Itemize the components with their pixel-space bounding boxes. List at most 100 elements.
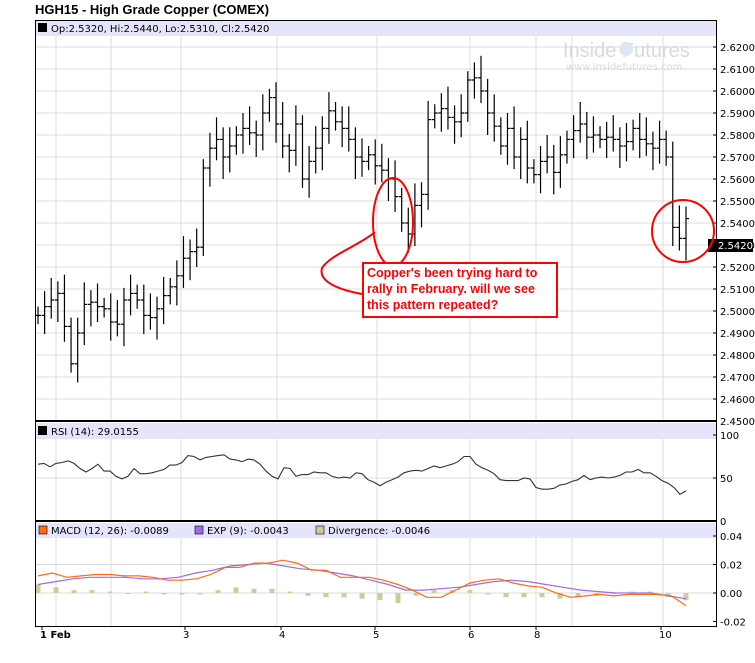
ohlc-bar xyxy=(332,102,339,131)
macd-panel: MACD (12, 26): -0.0089 EXP (9): -0.0043 … xyxy=(35,523,746,629)
divergence-bar xyxy=(161,593,167,595)
divergence-bar xyxy=(503,593,509,598)
price-tick-label: 2.5800 xyxy=(720,131,755,142)
x-tick-label: 1 Feb xyxy=(40,630,71,641)
price-tick-label: 2.6100 xyxy=(720,65,755,76)
ohlc-bar xyxy=(478,55,485,104)
ohlc-bar xyxy=(259,94,266,151)
ohlc-bar xyxy=(504,113,511,165)
price-legend: Op:2.5320, Hi:2.5440, Lo:2.5310, Cl:2.54… xyxy=(51,24,269,35)
ohlc-bar xyxy=(94,283,101,322)
ohlc-bar xyxy=(398,187,405,232)
ohlc-bar xyxy=(319,116,326,171)
price-tick-label: 2.5900 xyxy=(720,109,755,120)
divergence-bar xyxy=(251,588,257,593)
ohlc-bar xyxy=(610,115,617,152)
ohlc-bar xyxy=(497,117,504,155)
price-tick-label: 2.5700 xyxy=(720,153,755,164)
price-tick-label: 2.5600 xyxy=(720,175,755,186)
divergence-bar xyxy=(305,593,311,596)
ohlc-bar xyxy=(418,182,425,228)
ohlc-bar xyxy=(603,121,610,159)
macd-legend-swatch xyxy=(38,525,48,535)
price-tick-label: 2.6200 xyxy=(720,43,755,54)
divergence-bar xyxy=(377,593,383,601)
x-tick-label: 5 xyxy=(373,630,379,641)
last-price-tag: 2.5420 xyxy=(718,241,753,252)
divergence-bar xyxy=(485,593,491,595)
ohlc-bar xyxy=(623,122,630,162)
divergence-bar xyxy=(323,593,329,598)
price-legend-swatch xyxy=(38,23,47,32)
ohlc-bar xyxy=(583,111,590,160)
ohlc-bar xyxy=(312,126,319,174)
rsi-tick-label: 0 xyxy=(720,517,726,528)
divergence-bar xyxy=(683,593,689,601)
price-tick-label: 2.5500 xyxy=(720,197,755,208)
ohlc-bar xyxy=(378,143,385,183)
price-tick-label: 2.4500 xyxy=(720,417,755,428)
ohlc-bar xyxy=(359,138,365,177)
ohlc-bar xyxy=(431,104,438,129)
ohlc-bar xyxy=(630,119,637,151)
price-tick-label: 2.6000 xyxy=(720,87,755,98)
price-tick-label: 2.5200 xyxy=(720,263,755,274)
divergence-bar xyxy=(179,593,185,595)
rsi-legend-bar xyxy=(36,423,717,439)
ohlc-bar xyxy=(372,139,379,185)
ohlc-bar xyxy=(451,105,458,144)
ohlc-bar xyxy=(325,92,332,144)
rsi-legend-swatch xyxy=(38,426,47,435)
ohlc-bar xyxy=(54,281,61,322)
ohlc-bar xyxy=(511,106,518,170)
divergence-bar xyxy=(629,591,635,593)
ohlc-bar xyxy=(544,135,551,174)
divergence-bar xyxy=(413,593,419,596)
ohlc-bar xyxy=(537,146,544,194)
ohlc-bar xyxy=(187,239,194,281)
divergence-bar xyxy=(557,593,563,599)
ohlc-bar xyxy=(570,115,577,159)
divergence-bar xyxy=(539,593,545,598)
divergence-bar xyxy=(125,593,131,594)
ohlc-bar xyxy=(81,282,88,346)
ohlc-bar xyxy=(61,274,68,342)
price-tick-label: 2.4700 xyxy=(720,373,755,384)
x-tick-label: 6 xyxy=(468,630,474,641)
macd-legend: MACD (12, 26): -0.0089 xyxy=(51,526,169,537)
ohlc-bar xyxy=(425,100,432,210)
ohlc-bar xyxy=(306,146,313,198)
ohlc-bar xyxy=(286,133,293,173)
divergence-bar xyxy=(71,590,77,593)
x-tick-label: 10 xyxy=(659,630,672,641)
ohlc-bar xyxy=(663,130,670,166)
price-legend-bar xyxy=(36,20,717,36)
divergence-bar xyxy=(269,588,275,593)
ohlc-bar xyxy=(167,278,174,305)
annotation-note: Copper's been trying hard to rally in Fe… xyxy=(362,262,558,318)
ohlc-bar xyxy=(220,127,227,179)
ohlc-bar xyxy=(557,136,564,188)
ohlc-bar xyxy=(154,296,161,340)
ohlc-bar xyxy=(101,297,108,318)
ohlc-bar xyxy=(74,317,81,383)
ohlc-bar xyxy=(683,206,689,261)
ohlc-bar xyxy=(292,105,299,166)
divergence-bar xyxy=(233,587,239,593)
ohlc-bar xyxy=(405,207,412,253)
divergence-bar xyxy=(197,593,203,595)
ohlc-bar xyxy=(471,62,478,99)
ohlc-bar xyxy=(616,127,623,168)
ohlc-bar xyxy=(114,300,121,337)
divergence-bar xyxy=(341,593,347,598)
ohlc-bar xyxy=(180,236,187,288)
ohlc-bar xyxy=(491,94,498,142)
ohlc-bar xyxy=(464,71,471,122)
ohlc-bar xyxy=(458,94,465,138)
ohlc-bar xyxy=(656,120,663,164)
divergence-bar xyxy=(53,587,59,593)
divergence-bar xyxy=(467,590,473,593)
divergence-bar xyxy=(287,591,293,593)
ohlc-bar xyxy=(173,260,180,306)
ohlc-bar xyxy=(193,228,200,267)
